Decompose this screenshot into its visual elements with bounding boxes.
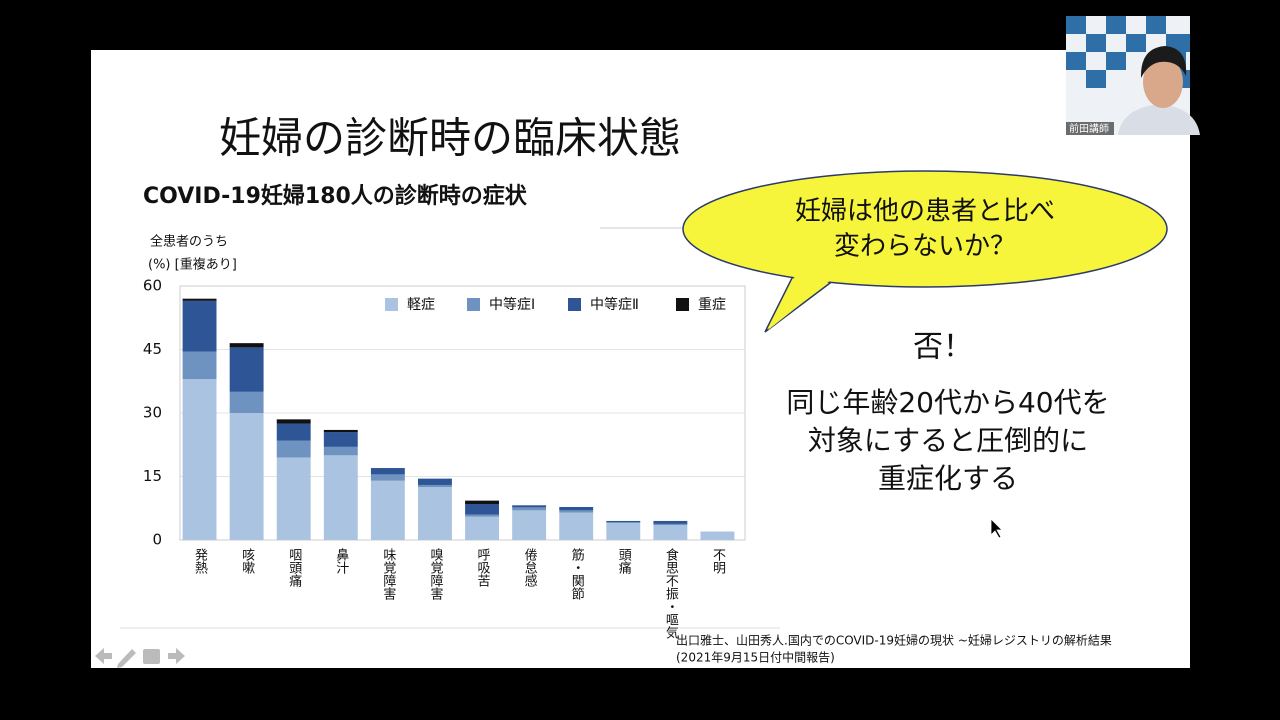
citation: 出口雅士、山田秀人.国内でのCOVID-19妊婦の現状 ~妊婦レジストリの解析結…: [676, 633, 1112, 648]
slide-nav[interactable]: [95, 648, 185, 668]
bar-segment: [229, 347, 264, 392]
bar-segment: [512, 507, 547, 511]
bar-segment: [182, 300, 217, 352]
y-tick-label: 0: [152, 531, 162, 549]
legend-label: 重症: [698, 297, 726, 313]
y-label: 全患者のうち: [150, 234, 228, 250]
bar-segment: [606, 522, 641, 524]
bar-segment: [276, 423, 311, 441]
bar-segment: [512, 510, 547, 540]
bar-segment: [606, 520, 641, 523]
hair: [1140, 46, 1187, 78]
statement: 重症化する: [878, 462, 1018, 495]
shoulders: [1118, 104, 1200, 135]
bar-segment: [229, 343, 264, 348]
x-tick-label: 不明: [710, 548, 726, 575]
bubble-text: 変わらないか？: [834, 232, 1016, 262]
x-tick-label: 味覚障害: [380, 548, 396, 601]
x-tick-label: 咳嗽: [239, 548, 255, 574]
webcam: 前田講師: [1066, 16, 1200, 135]
bar-segment: [276, 419, 311, 424]
bar-segment: [465, 514, 499, 517]
y-tick-label: 30: [143, 404, 162, 422]
statement: 対象にすると圧倒的に: [808, 424, 1088, 457]
bar-segment: [323, 446, 358, 456]
bar-segment: [465, 504, 499, 515]
bar-segment: [559, 512, 594, 540]
prev-button[interactable]: [95, 648, 112, 664]
bar-segment: [370, 468, 405, 475]
legend-label: 軽症: [407, 297, 435, 313]
face: [1143, 56, 1183, 108]
x-tick-label: 筋・関節: [569, 547, 585, 600]
bar-segment: [418, 484, 452, 488]
y-tick-label: 45: [143, 340, 162, 358]
x-tick-label: 呼吸苦: [475, 548, 491, 587]
x-tick-label: 咽頭痛: [286, 548, 302, 588]
legend-label: 中等症Ⅰ: [489, 296, 535, 313]
y-tick-label: 60: [143, 277, 162, 295]
bar-segment: [323, 429, 358, 433]
bar-segment: [512, 505, 547, 508]
y-label: (%) [重複あり]: [148, 257, 237, 273]
legend-swatch: [568, 298, 581, 311]
bar-segment: [465, 516, 499, 540]
slide: [91, 50, 1190, 668]
plot-frame: [179, 285, 746, 541]
x-tick-label: 食思不振・嘔気: [663, 547, 679, 640]
bar-segment: [182, 351, 217, 380]
answer: 否！: [913, 330, 973, 365]
citation: (2021年9月15日付中間報告): [676, 650, 835, 665]
bar-segment: [182, 298, 217, 301]
bar-segment: [559, 510, 594, 513]
bar-segment: [370, 480, 405, 540]
chart-title: COVID-19妊婦180人の診断時の症状: [143, 183, 528, 209]
x-tick-label: 鼻汁: [333, 547, 349, 574]
bar-segment: [370, 474, 405, 481]
bar-segment: [323, 455, 358, 540]
chart: 0 15 30 45 60 発熱 咳嗽 咽頭痛 鼻汁 味覚障害 嗅覚障害 呼吸苦 倦怠感 筋・関節 頭痛 食思…: [143, 277, 746, 640]
statement: 同じ年齢20代から40代を: [786, 386, 1109, 419]
legend-swatch: [467, 298, 480, 311]
y-tick-label: 15: [143, 467, 162, 485]
legend-swatch: [676, 298, 689, 311]
legend-swatch: [385, 298, 398, 311]
bar-segment: [465, 500, 499, 505]
bar-segment: [559, 506, 594, 511]
next-button[interactable]: [168, 648, 185, 664]
bar-segment: [182, 379, 217, 540]
participant-name: 前田講師: [1069, 122, 1109, 135]
bar-segment: [276, 457, 311, 540]
name-tag: [1066, 122, 1114, 135]
bar-segment: [229, 391, 264, 413]
bubble-joint: [768, 262, 846, 330]
slide-title: 妊婦の診断時の臨床状態: [219, 114, 681, 163]
pen-button[interactable]: [117, 649, 136, 668]
menu-button[interactable]: [143, 649, 160, 664]
x-tick-label: 頭痛: [616, 548, 632, 575]
x-tick-label: 嗅覚障害: [427, 548, 443, 601]
bar-segment: [418, 487, 452, 540]
bar-segment: [418, 478, 452, 485]
bubble: [682, 170, 1168, 288]
x-tick-label: 発熱: [192, 548, 208, 575]
bar-segment: [276, 440, 311, 458]
x-tick-label: 倦怠感: [522, 548, 538, 587]
bubble-text: 妊婦は他の患者と比べ: [795, 197, 1055, 227]
bar-segment: [323, 432, 358, 447]
bar-segment: [700, 531, 735, 540]
bar-segment: [653, 525, 688, 540]
bar-segment: [606, 523, 641, 540]
cursor: [990, 518, 1003, 539]
bar-segment: [653, 520, 688, 524]
bar-segment: [653, 523, 688, 526]
legend-label: 中等症Ⅱ: [590, 296, 639, 313]
bar-segment: [229, 413, 264, 540]
